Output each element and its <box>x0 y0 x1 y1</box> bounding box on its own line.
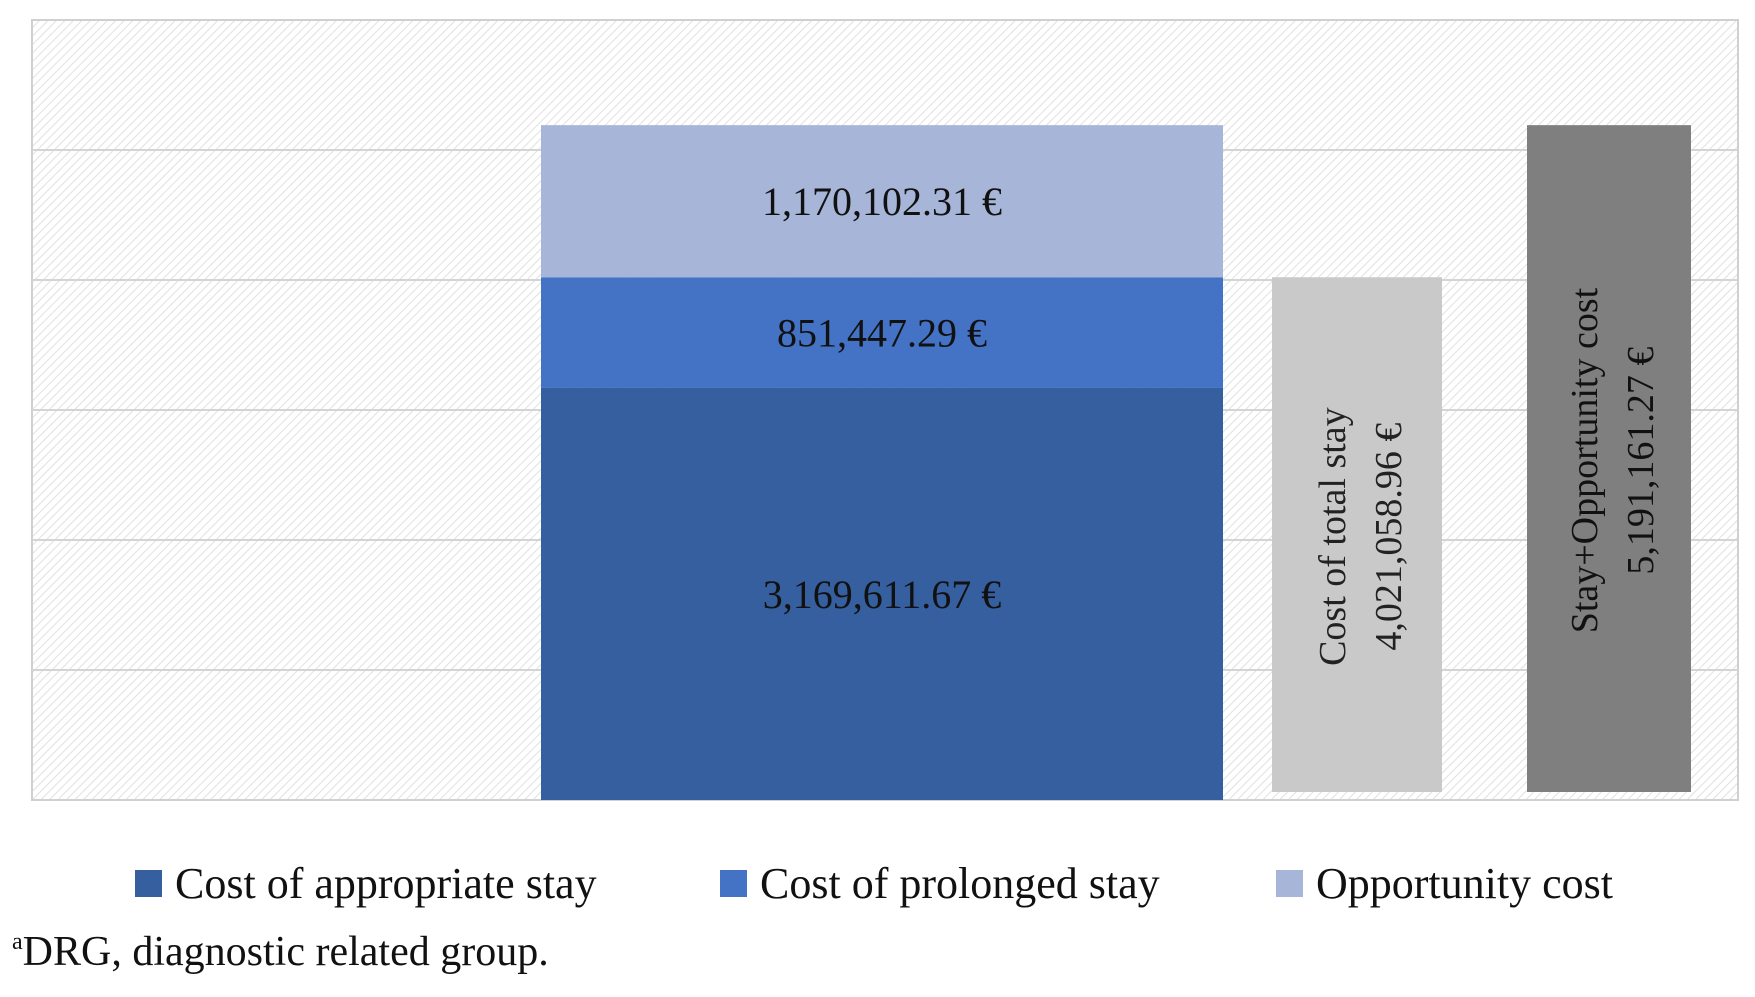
footnote-marker: a <box>12 929 23 955</box>
legend-swatch-2 <box>720 870 747 897</box>
footnote-text: DRG, diagnostic related group. <box>22 929 549 975</box>
legend-swatch-1 <box>135 870 162 897</box>
total-bar-2 <box>1527 125 1691 792</box>
stack-segment-2 <box>541 277 1223 388</box>
stack-data-label-3: 1,170,102.31 € <box>762 179 1002 224</box>
total-bar-1 <box>1272 277 1442 792</box>
stack-segment-3 <box>541 125 1223 278</box>
legend-swatch-3 <box>1276 870 1303 897</box>
legend-label-1: Cost of appropriate stay <box>175 859 597 908</box>
stack-data-label-2: 851,447.29 € <box>777 311 987 356</box>
legend-label-3: Opportunity cost <box>1316 859 1613 908</box>
stack-data-label-1: 3,169,611.67 € <box>763 572 1002 617</box>
legend: Cost of appropriate stay Cost of prolonge… <box>135 859 1613 908</box>
footnote: aDRG, diagnostic related group. <box>12 928 549 976</box>
bars: 3,169,611.67 € 851,447.29 € 1,170,102.31 €… <box>541 125 1691 800</box>
stack-segment-1 <box>541 387 1223 800</box>
legend-label-2: Cost of prolonged stay <box>760 859 1160 908</box>
total-bar-label-2: Stay+Opportunity cost 5,191,161.27 € <box>1564 287 1662 633</box>
total-bar-label-1: Cost of total stay 4,021,058.96 € <box>1312 407 1410 666</box>
